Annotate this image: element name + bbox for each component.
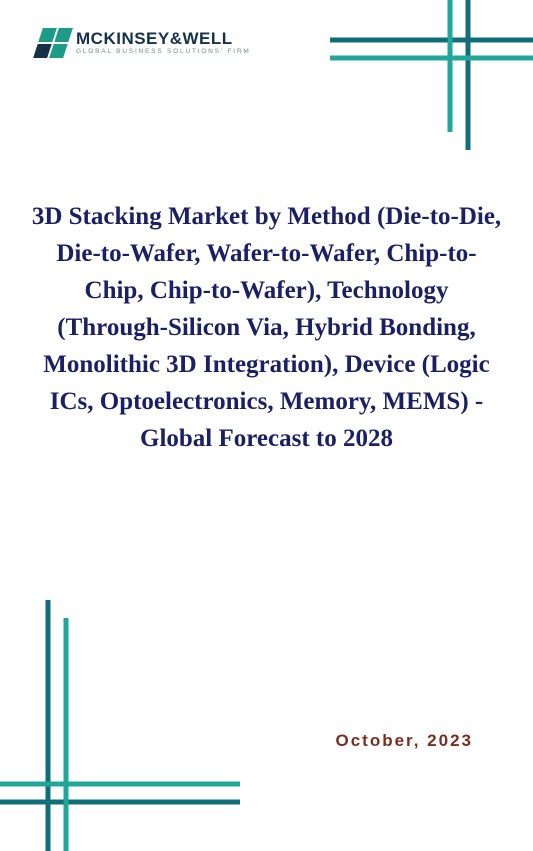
report-title: 3D Stacking Market by Method (Die-to-Die… — [30, 198, 503, 457]
logo-square — [54, 28, 73, 42]
report-title-block: 3D Stacking Market by Method (Die-to-Die… — [30, 198, 503, 457]
logo-tagline: GLOBAL BUSINESS SOLUTIONS' FIRM — [76, 49, 251, 56]
logo-mark-icon — [33, 28, 73, 58]
report-date: October, 2023 — [335, 731, 473, 751]
logo-square — [49, 44, 68, 58]
logo-name: MCKINSEY&WELL — [76, 30, 251, 47]
logo: MCKINSEY&WELL GLOBAL BUSINESS SOLUTIONS'… — [38, 28, 251, 58]
logo-text: MCKINSEY&WELL GLOBAL BUSINESS SOLUTIONS'… — [76, 30, 251, 56]
